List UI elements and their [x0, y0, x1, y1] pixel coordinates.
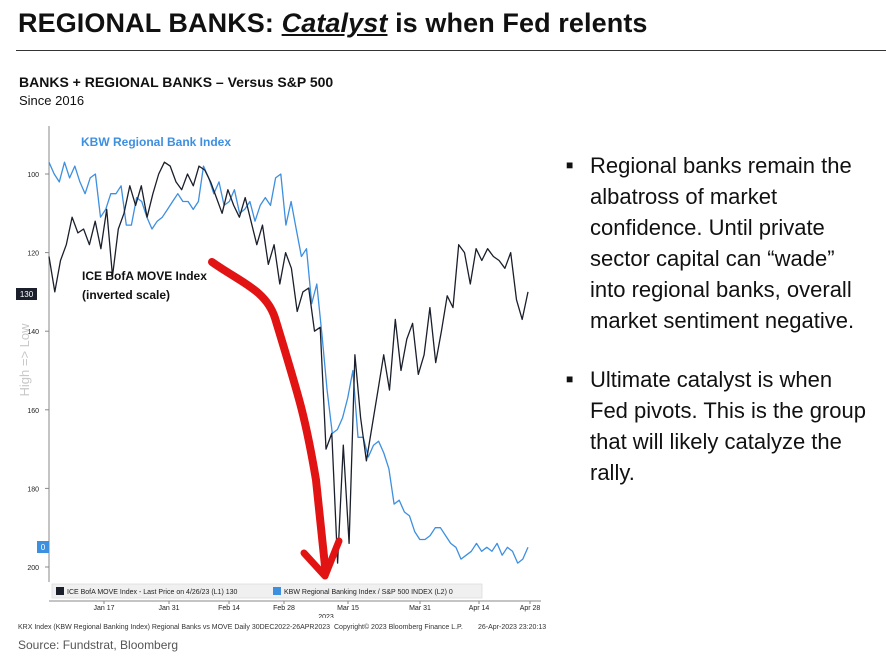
last-value-text: 130 [20, 290, 34, 299]
bullet-text: Ultimate catalyst is when Fed pivots. Th… [590, 367, 866, 485]
kbw-series-label: KBW Regional Bank Index [81, 135, 231, 149]
x-tick-label: Feb 14 [218, 605, 240, 612]
y-tick-label: 180 [27, 486, 39, 493]
x-tick-label: Jan 31 [158, 605, 179, 612]
x-tick-label: Mar 31 [409, 605, 431, 612]
legend-swatch-move [56, 587, 64, 595]
x-tick-label: Jan 17 [93, 605, 114, 612]
x-tick-label: Apr 28 [520, 605, 541, 612]
chart-timestamp: 26-Apr-2023 23:20:13 [478, 624, 547, 631]
bullet-text: Regional banks remain the albatross of m… [590, 153, 855, 333]
last-value-badge [16, 288, 37, 300]
bullet-marker: ■ [566, 372, 574, 386]
title-emphasis: Catalyst [281, 8, 388, 38]
move-series-label: ICE BofA MOVE Index [82, 269, 207, 283]
bullet-marker: ■ [566, 158, 574, 172]
y-tick-label: 140 [27, 329, 39, 336]
legend-label-kbw: KBW Regional Banking Index / S&P 500 IND… [284, 589, 453, 596]
x-tick-label: Feb 28 [273, 605, 295, 612]
legend [51, 583, 483, 599]
move-series-sublabel: (inverted scale) [82, 288, 170, 302]
right-value-text: 0 [41, 543, 46, 552]
x-tick-label: Mar 15 [337, 605, 359, 612]
bullet-list: ■ Regional banks remain the albatross of… [566, 150, 866, 516]
chart-title: BANKS + REGIONAL BANKS – Versus S&P 500 [19, 74, 334, 90]
x-tick-label: Apr 14 [469, 605, 490, 612]
chart-copyright: Copyright© 2023 Bloomberg Finance L.P. [334, 624, 463, 631]
y-axis-label: High => Low [17, 323, 32, 397]
slide-title: REGIONAL BANKS: Catalyst is when Fed rel… [18, 8, 648, 38]
y-tick-label: 160 [27, 408, 39, 415]
right-value-badge [37, 541, 49, 553]
y-tick-label: 200 [27, 565, 39, 572]
red-arrow-head [300, 537, 343, 580]
y-tick-label: 100 [27, 172, 39, 179]
legend-swatch-kbw [273, 587, 281, 595]
y-tick-label: 120 [27, 251, 39, 258]
line-chart: 100 120 140 160 180 200 High => Low Jan 17 Jan 3… [16, 126, 541, 618]
legend-label-move: ICE BofA MOVE Index - Last Price on 4/26… [67, 589, 238, 596]
bullet-item: ■ Ultimate catalyst is when Fed pivots. … [566, 364, 866, 488]
chart-subtitle: Since 2016 [19, 93, 85, 108]
x-year-label: 2023 [318, 614, 334, 618]
chart-footnote: KRX Index (KBW Regional Banking Index) R… [18, 624, 331, 631]
move-index-line [48, 161, 529, 564]
title-divider [16, 50, 886, 51]
red-arrow-shaft [208, 258, 329, 570]
kbw-regional-bank-line [48, 161, 529, 564]
bullet-item: ■ Regional banks remain the albatross of… [566, 150, 866, 336]
source-note: Source: Fundstrat, Bloomberg [18, 638, 179, 652]
